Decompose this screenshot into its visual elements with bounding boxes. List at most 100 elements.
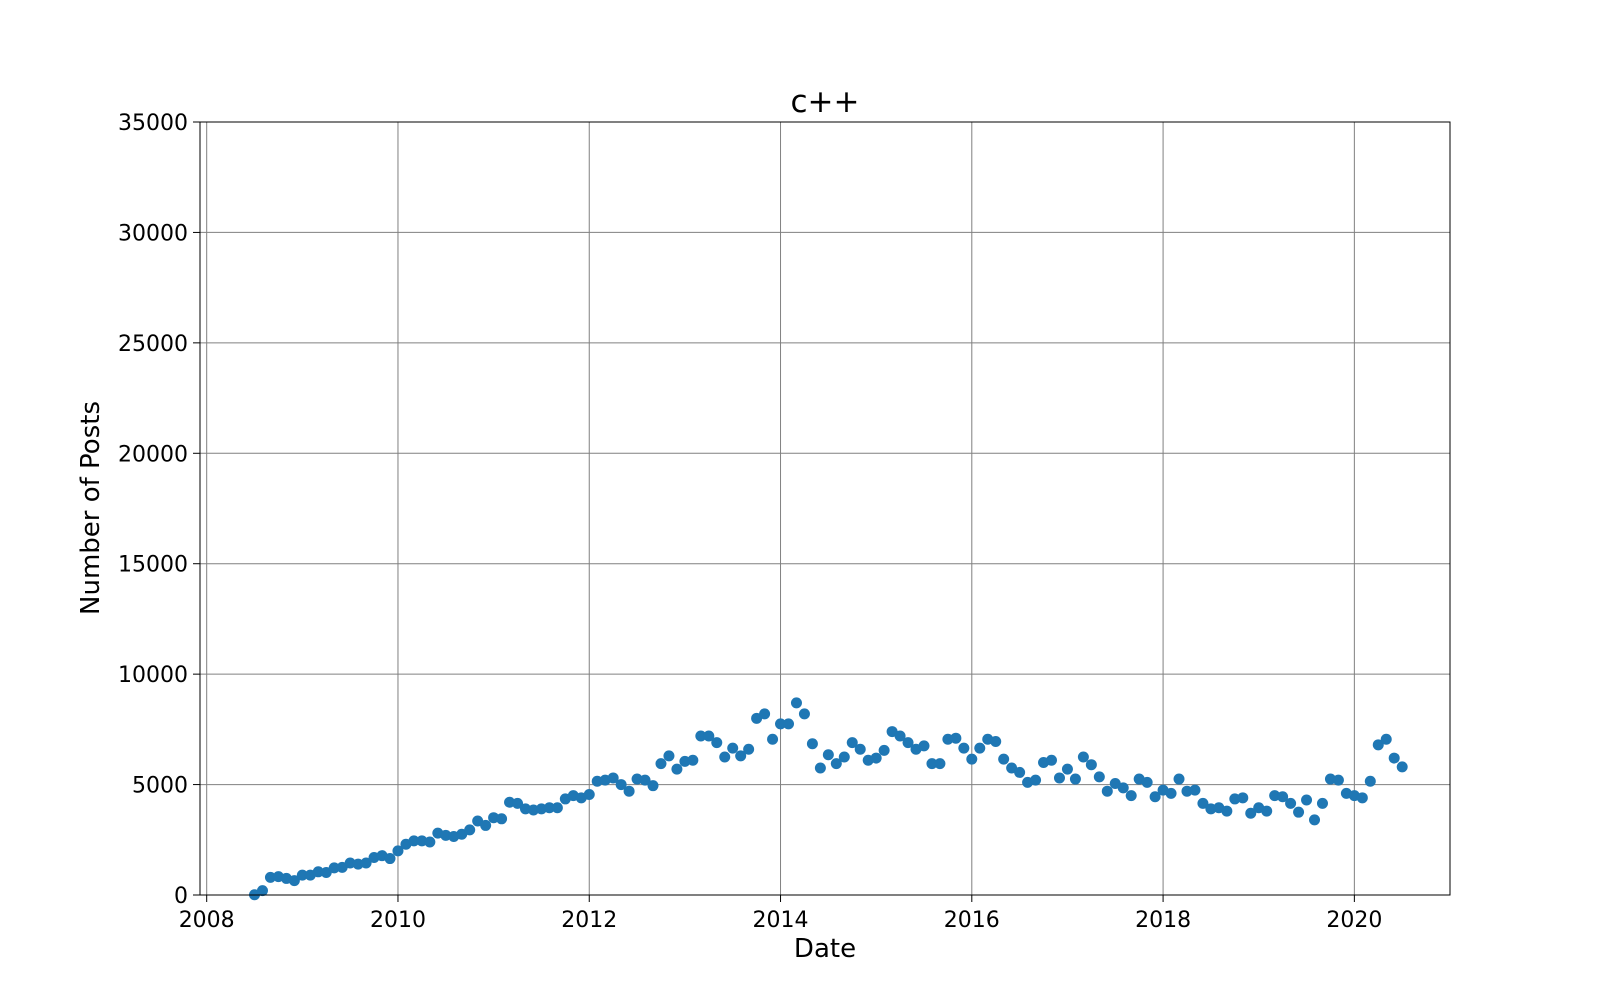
data-point xyxy=(767,733,779,745)
data-point xyxy=(1165,787,1177,799)
data-point xyxy=(1101,785,1113,797)
data-point xyxy=(639,774,651,786)
data-point xyxy=(687,754,699,766)
data-point xyxy=(1093,771,1105,783)
data-point xyxy=(512,797,524,809)
data-point xyxy=(607,772,619,784)
axis-ticks: 2008 2010 2012 2014 2016 2018 2020 0 5000 10000 15… xyxy=(118,111,1382,933)
x-tick-label: 2016 xyxy=(944,908,1000,933)
data-point xyxy=(496,813,508,825)
data-point xyxy=(424,836,436,848)
data-point xyxy=(1141,776,1153,788)
data-point xyxy=(1149,791,1161,803)
y-tick-label: 5000 xyxy=(132,774,188,799)
data-point xyxy=(1332,774,1344,786)
plot-frame xyxy=(199,121,1451,896)
data-point xyxy=(918,740,930,752)
data-point xyxy=(384,853,396,865)
data-point xyxy=(958,742,970,754)
data-point xyxy=(1030,774,1042,786)
data-point xyxy=(320,866,332,878)
y-tick-label: 35000 xyxy=(118,111,188,136)
data-point xyxy=(814,762,826,774)
data-point xyxy=(288,875,300,887)
data-point xyxy=(1261,805,1273,817)
chart-title: c++ xyxy=(791,84,860,120)
data-point xyxy=(1189,784,1201,796)
data-point xyxy=(727,742,739,754)
data-point xyxy=(1014,766,1026,778)
data-point xyxy=(934,758,946,770)
data-point xyxy=(846,737,858,749)
data-point xyxy=(719,751,731,763)
x-tick-label: 2010 xyxy=(370,908,426,933)
data-point xyxy=(360,857,372,869)
y-axis-label: Number of Posts xyxy=(76,401,106,615)
data-point xyxy=(1173,773,1185,785)
data-point xyxy=(759,708,771,720)
data-point xyxy=(894,730,906,742)
data-point xyxy=(1061,763,1073,775)
data-point xyxy=(408,835,420,847)
data-point xyxy=(1069,773,1081,785)
data-point xyxy=(703,730,715,742)
data-point xyxy=(735,750,747,762)
data-point xyxy=(464,824,476,836)
data-point xyxy=(1085,759,1097,771)
data-point xyxy=(695,730,707,742)
data-point xyxy=(623,785,635,797)
data-point xyxy=(990,736,1002,748)
y-tick-label: 0 xyxy=(174,884,188,909)
data-point xyxy=(1316,797,1328,809)
data-point xyxy=(1125,790,1137,802)
data-point xyxy=(743,743,755,755)
grid-lines xyxy=(200,121,1450,896)
data-point xyxy=(902,737,914,749)
x-tick-label: 2018 xyxy=(1135,908,1191,933)
data-point xyxy=(1364,775,1376,787)
data-point xyxy=(998,753,1010,765)
data-point xyxy=(615,779,627,791)
data-point xyxy=(950,732,962,744)
data-point xyxy=(711,737,723,749)
data-point xyxy=(480,819,492,831)
data-point xyxy=(1388,752,1400,764)
data-point xyxy=(1077,751,1089,763)
data-point xyxy=(1356,792,1368,804)
data-point xyxy=(926,758,938,770)
data-point xyxy=(1197,797,1209,809)
data-point xyxy=(392,845,404,857)
data-point xyxy=(806,738,818,750)
x-tick-label: 2008 xyxy=(179,908,235,933)
data-point xyxy=(974,742,986,754)
data-point xyxy=(1396,761,1408,773)
data-point xyxy=(1380,733,1392,745)
data-point xyxy=(966,753,978,765)
y-tick-label: 30000 xyxy=(118,221,188,246)
data-point xyxy=(647,780,659,792)
data-point xyxy=(1221,805,1233,817)
data-points xyxy=(249,697,1408,901)
data-point xyxy=(1245,807,1257,819)
data-point xyxy=(775,718,787,730)
data-point xyxy=(1372,739,1384,751)
data-point xyxy=(1046,754,1058,766)
data-point xyxy=(551,802,563,814)
x-tick-label: 2012 xyxy=(561,908,617,933)
data-point xyxy=(1293,806,1305,818)
data-point xyxy=(1277,791,1289,803)
x-tick-label: 2020 xyxy=(1326,908,1382,933)
y-tick-label: 20000 xyxy=(118,442,188,467)
data-point xyxy=(838,751,850,763)
data-point xyxy=(1053,772,1065,784)
data-point xyxy=(854,743,866,755)
data-point xyxy=(328,862,340,874)
data-point xyxy=(583,789,595,801)
x-tick-label: 2014 xyxy=(753,908,809,933)
data-point xyxy=(790,697,802,709)
y-tick-label: 25000 xyxy=(118,332,188,357)
data-point xyxy=(1237,792,1249,804)
data-point xyxy=(878,744,890,756)
